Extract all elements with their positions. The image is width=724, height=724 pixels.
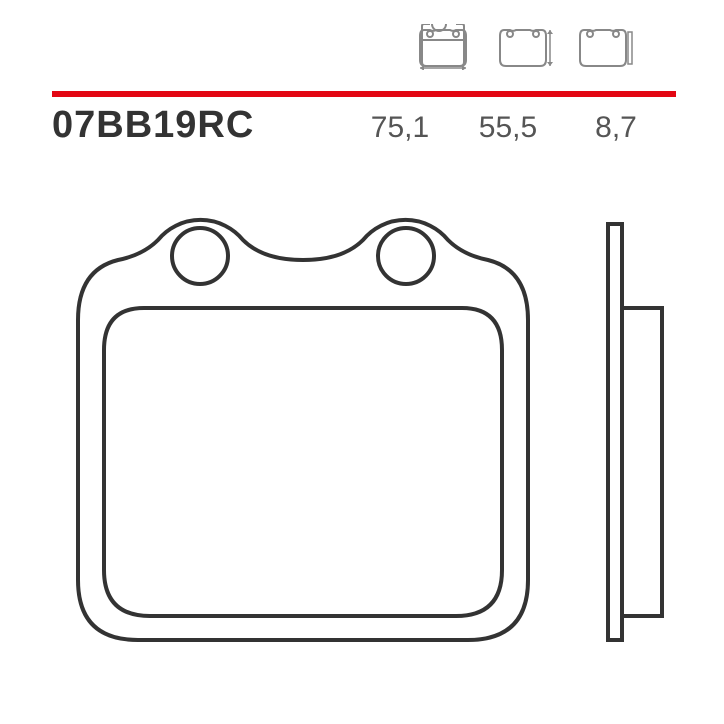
front-view-inner bbox=[104, 308, 502, 616]
product-spec-card: 07BB19RC 75,1 55,5 8,7 bbox=[0, 0, 724, 724]
dimensions-row: 75,1 55,5 8,7 bbox=[370, 111, 646, 145]
product-code: 07BB19RC bbox=[52, 104, 254, 147]
front-view-outer bbox=[78, 220, 528, 640]
width-icon bbox=[412, 24, 474, 70]
dim-height: 55,5 bbox=[478, 111, 538, 145]
dimension-icons-row bbox=[412, 24, 634, 70]
dim-width: 75,1 bbox=[370, 111, 430, 145]
dim-thickness: 8,7 bbox=[586, 111, 646, 145]
thickness-icon bbox=[572, 24, 634, 70]
side-view bbox=[608, 224, 662, 640]
brake-pad-illustration bbox=[48, 200, 676, 676]
separator-line bbox=[52, 84, 676, 90]
height-icon bbox=[492, 24, 554, 70]
header-row: 07BB19RC 75,1 55,5 8,7 bbox=[52, 104, 676, 147]
